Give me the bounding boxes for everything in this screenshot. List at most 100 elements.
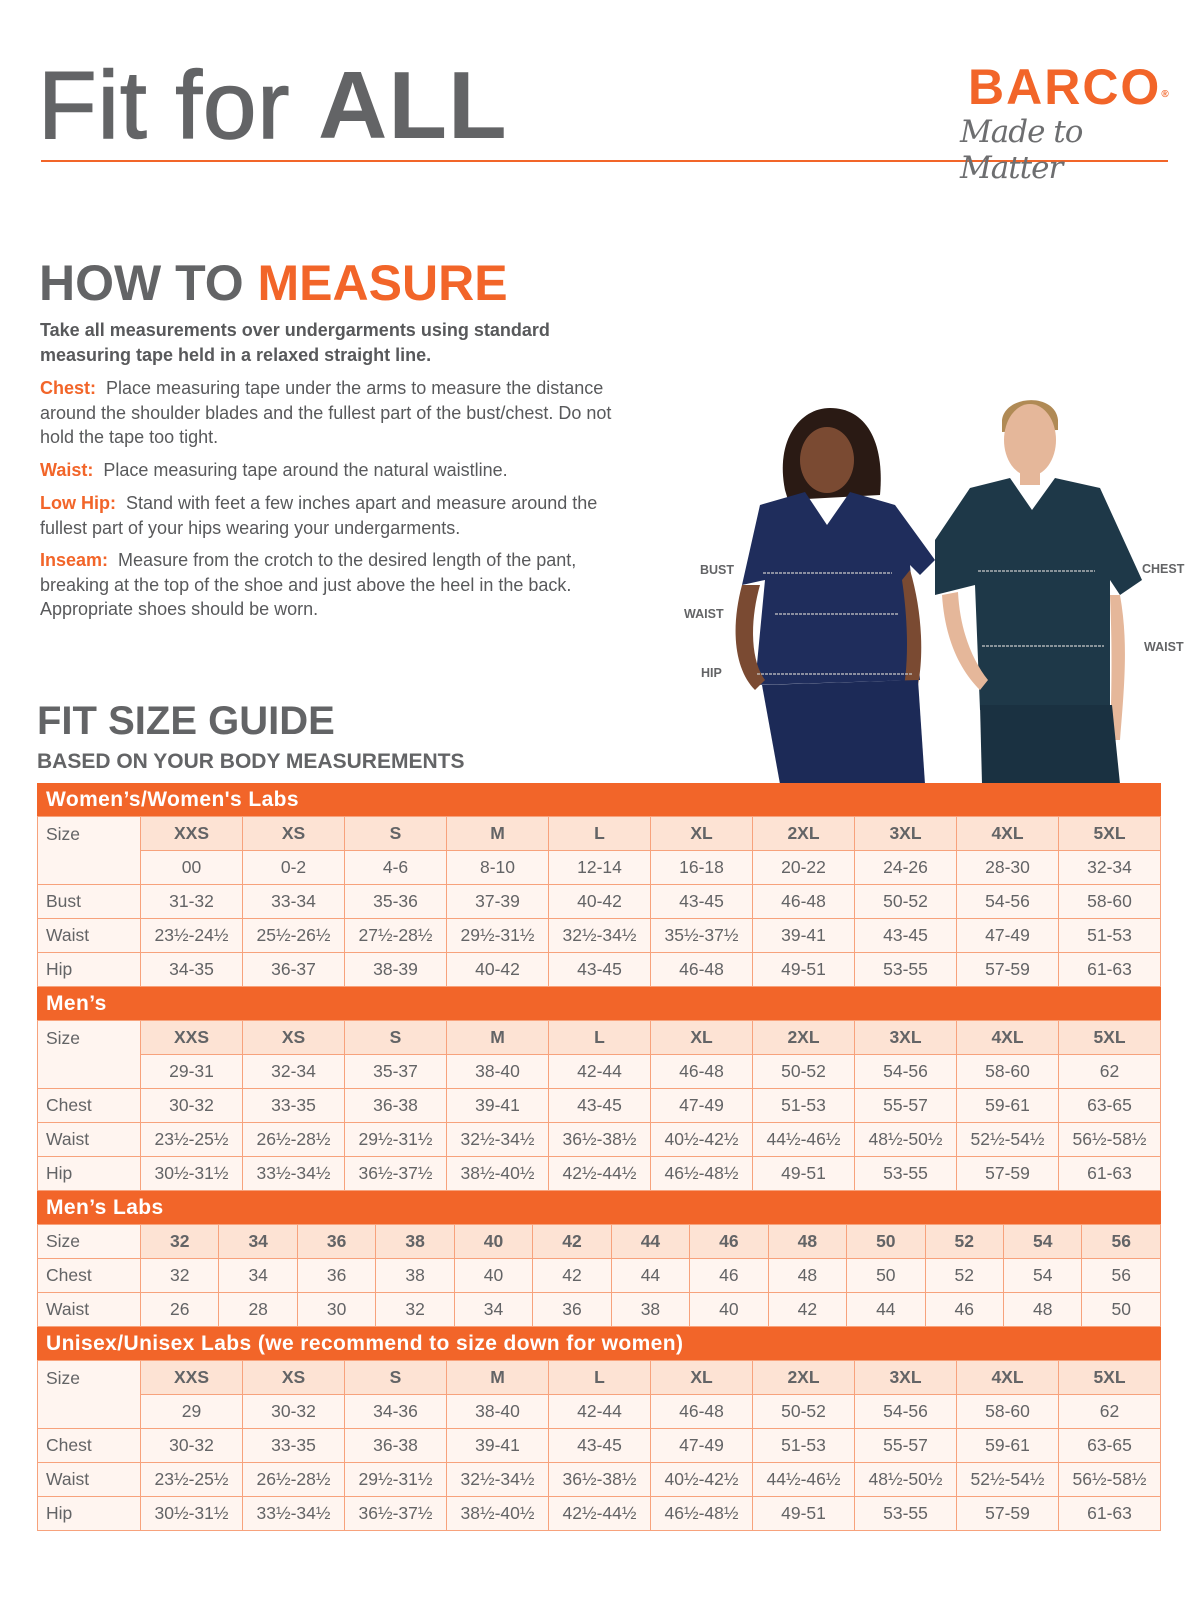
size-number-cell: 46-48 xyxy=(650,1394,753,1429)
row-label: Size xyxy=(37,1224,141,1259)
size-header-cell: 38 xyxy=(375,1224,455,1259)
size-number-cell: 00 xyxy=(140,850,243,885)
measurement-cell: 34 xyxy=(453,1292,534,1327)
measurement-cell: 38 xyxy=(375,1258,455,1293)
measurement-cell: 34-35 xyxy=(140,952,243,987)
measure-lines xyxy=(757,570,1104,675)
size-number-cell: 38-40 xyxy=(446,1054,549,1089)
measurement-cell: 46-48 xyxy=(650,952,753,987)
size-number-cell: 58-60 xyxy=(956,1394,1059,1429)
measurement-cell: 26½-28½ xyxy=(242,1462,345,1497)
table-row: Waist 26 28 30 32 34 36 38 40 42 44 46 48 50 xyxy=(37,1292,1161,1327)
size-number-cell: 0-2 xyxy=(242,850,345,885)
hip-label: HIP xyxy=(701,666,722,680)
size-number-cell: 50-52 xyxy=(752,1394,855,1429)
measurement-cell: 46-48 xyxy=(752,884,855,919)
size-header-cell: 50 xyxy=(846,1224,926,1259)
size-header-cell: 4XL xyxy=(956,1360,1059,1395)
section-header: Men’s Labs xyxy=(37,1191,1161,1224)
measurement-cell: 40½-42½ xyxy=(650,1122,753,1157)
fit-size-guide-heading: FIT SIZE GUIDE xyxy=(37,699,335,743)
measurement-cell: 39-41 xyxy=(446,1088,549,1123)
measurement-cell: 63-65 xyxy=(1058,1088,1161,1123)
size-number-cell: 35-37 xyxy=(344,1054,447,1089)
measurement-cell: 32½-34½ xyxy=(446,1462,549,1497)
registered-mark: ® xyxy=(1161,89,1171,100)
measurement-cell: 29½-31½ xyxy=(344,1122,447,1157)
measurement-cell: 32½-34½ xyxy=(548,918,651,953)
intro-text: Take all measurements over undergarments… xyxy=(40,320,550,365)
size-header-cell: 2XL xyxy=(752,1020,855,1055)
size-header-cell: 3XL xyxy=(854,1360,957,1395)
measurement-cell: 55-57 xyxy=(854,1088,957,1123)
size-table-section: Men’s Labs Size 32 34 36 38 40 42 44 46 48 50 52 54 56… xyxy=(37,1191,1161,1327)
size-header-cell: 42 xyxy=(532,1224,612,1259)
size-number-cell: 62 xyxy=(1058,1054,1161,1089)
table-row: Chest 30-32 33-35 36-38 39-41 43-45 47-49 51-53… xyxy=(37,1088,1161,1123)
logo-tagline: Made to Matter xyxy=(960,114,1083,186)
logo-brand: BARCO® xyxy=(968,62,1188,112)
measurement-cell: 54-56 xyxy=(956,884,1059,919)
size-number-cell: 24-26 xyxy=(854,850,957,885)
size-header-cell: S xyxy=(344,816,447,851)
measurement-cell: 51-53 xyxy=(752,1088,855,1123)
size-header-cell: M xyxy=(446,1360,549,1395)
size-header-cell: 3XL xyxy=(854,816,957,851)
measurement-cell: 59-61 xyxy=(956,1428,1059,1463)
measurement-cell: 30-32 xyxy=(140,1428,243,1463)
measurement-cell: 26 xyxy=(139,1292,220,1327)
heading-orange: MEASURE xyxy=(257,255,508,311)
size-header-cell: 5XL xyxy=(1058,1360,1161,1395)
size-header-cell: 52 xyxy=(924,1224,1004,1259)
size-header-cell: XXS xyxy=(140,1360,243,1395)
measurement-cell: 36-37 xyxy=(242,952,345,987)
measurement-cell: 46 xyxy=(689,1258,769,1293)
measurement-cell: 57-59 xyxy=(956,952,1059,987)
measurement-cell: 63-65 xyxy=(1058,1428,1161,1463)
row-label: Waist xyxy=(37,1292,141,1327)
size-header-cell: 4XL xyxy=(956,816,1059,851)
row-label: Waist xyxy=(37,918,141,953)
table-row-size-numbers: 29-31 32-34 35-37 38-40 42-44 46-48 50-52 54-56… xyxy=(38,1054,1161,1089)
measurement-cell: 42½-44½ xyxy=(548,1496,651,1531)
models-photo: BUST WAIST HIP CHEST WAIST xyxy=(680,380,1200,784)
measurement-cell: 47-49 xyxy=(650,1088,753,1123)
measurement-cell: 57-59 xyxy=(956,1496,1059,1531)
size-header-cell: 56 xyxy=(1081,1224,1161,1259)
measurement-cell: 27½-28½ xyxy=(344,918,447,953)
measurement-cell: 36½-38½ xyxy=(548,1122,651,1157)
size-header-cell: S xyxy=(344,1360,447,1395)
measurement-cell: 42 xyxy=(532,1258,612,1293)
measurement-cell: 44½-46½ xyxy=(752,1462,855,1497)
measurement-cell: 30½-31½ xyxy=(140,1156,243,1191)
measurement-cell: 48 xyxy=(1002,1292,1083,1327)
table-row-sizes: Size 32 34 36 38 40 42 44 46 48 50 52 54 56 xyxy=(37,1224,1161,1259)
measurement-cell: 37-39 xyxy=(446,884,549,919)
size-number-cell: 58-60 xyxy=(956,1054,1059,1089)
measurement-cell: 30 xyxy=(296,1292,377,1327)
measurement-cell: 47-49 xyxy=(956,918,1059,953)
measurement-cell: 36-38 xyxy=(344,1088,447,1123)
instruction-text: Measure from the crotch to the desired l… xyxy=(40,550,577,619)
bust-label: BUST xyxy=(700,563,735,577)
section-header: Unisex/Unisex Labs (we recommend to size… xyxy=(37,1327,1161,1360)
size-header-cell: 36 xyxy=(296,1224,377,1259)
waist-label-man: WAIST xyxy=(1144,640,1184,654)
size-header-cell: L xyxy=(548,1360,651,1395)
size-number-cell: 8-10 xyxy=(446,850,549,885)
measurement-cell: 52 xyxy=(924,1258,1004,1293)
row-label: Size xyxy=(37,1360,141,1429)
measurement-cell: 50-52 xyxy=(854,884,957,919)
measurement-cell: 54 xyxy=(1002,1258,1083,1293)
row-label: Size xyxy=(37,1020,141,1089)
row-label: Size xyxy=(37,816,141,885)
size-number-cell: 28-30 xyxy=(956,850,1059,885)
measurement-cell: 50 xyxy=(846,1258,926,1293)
size-header-cell: 4XL xyxy=(956,1020,1059,1055)
measurement-cell: 51-53 xyxy=(752,1428,855,1463)
size-header-cell: 5XL xyxy=(1058,1020,1161,1055)
table-row-size-numbers: 29 30-32 34-36 38-40 42-44 46-48 50-52 54-56 58-… xyxy=(38,1394,1161,1429)
measurement-cell: 50 xyxy=(1081,1292,1161,1327)
size-table: Size 32 34 36 38 40 42 44 46 48 50 52 54 56 Chest 32 34 3… xyxy=(37,1224,1161,1327)
title-divider xyxy=(41,160,1168,162)
